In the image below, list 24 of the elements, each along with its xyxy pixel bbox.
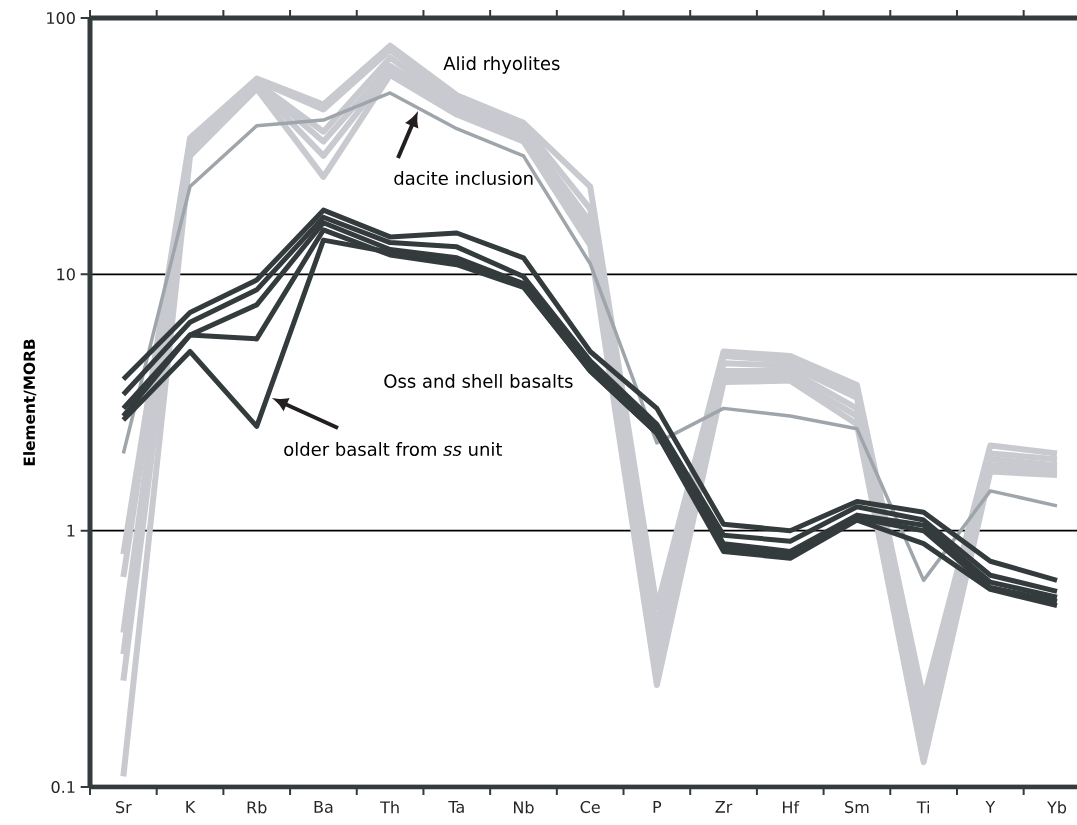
x-tick-label: P [653, 801, 662, 813]
x-tick-label: Ce [580, 801, 600, 814]
y-tick-label: 1 [67, 524, 75, 537]
x-tick-label: Nb [513, 801, 534, 814]
x-tick-label: Y [985, 801, 996, 813]
annotation: dacite inclusion [394, 171, 533, 185]
x-tick-label: Ta [448, 801, 464, 813]
y-tick-label: 100 [47, 11, 75, 25]
x-tick-label: Zr [715, 801, 733, 813]
y-tick-label: 10 [57, 268, 75, 281]
x-tick-label: Ti [916, 801, 930, 814]
y-axis-title: Element/MORB [23, 339, 37, 466]
x-tick-label: Rb [247, 801, 267, 814]
x-tick-label: Th [380, 801, 399, 814]
annotation: Oss and shell basalts [384, 374, 573, 388]
x-tick-label: Ba [314, 801, 333, 813]
y-tick-label: 0.1 [51, 780, 75, 794]
x-tick-label: Sm [845, 801, 869, 814]
x-tick-label: Sr [116, 801, 132, 814]
annotation: older basalt from ss unit [284, 442, 503, 456]
x-tick-label: K [186, 801, 196, 813]
x-tick-label: Yb [1047, 801, 1067, 814]
x-tick-label: Hf [782, 801, 800, 814]
annotation: Alid rhyolites [443, 56, 560, 74]
